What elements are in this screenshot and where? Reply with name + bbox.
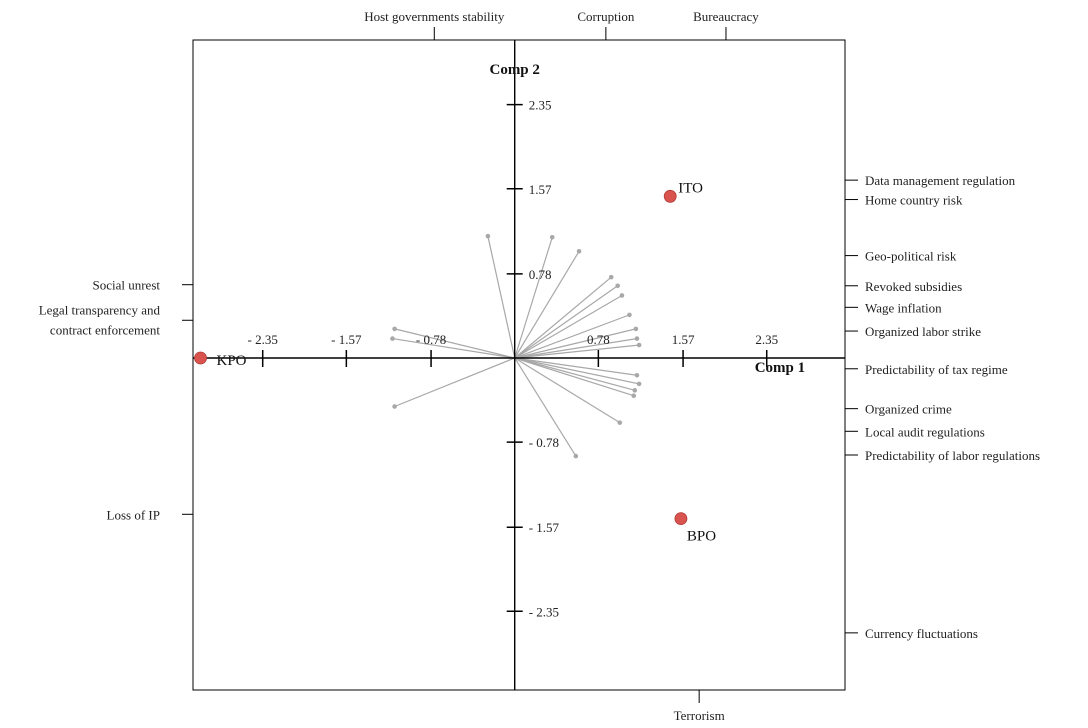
right-factor-label-0: Data management regulation: [865, 173, 1016, 188]
right-factor-label-9: Predictability of labor regulations: [865, 448, 1040, 463]
loading-vector-tip-16: [631, 393, 637, 399]
right-factor-label-1: Home country risk: [865, 193, 963, 208]
left-factor-label-1: Legal transparency and: [39, 302, 161, 317]
loading-vector-13: [514, 357, 638, 376]
bottom-factor-label-0: Terrorism: [674, 708, 725, 723]
point-label-ito: ITO: [678, 180, 703, 196]
left-factor-label-1-line2: contract enforcement: [50, 322, 160, 337]
x-tick-label-0: - 2.35: [248, 332, 278, 347]
x-axis-title: Comp 1: [755, 360, 805, 376]
loading-vector-tip-6: [627, 312, 632, 318]
loading-vector-3: [514, 276, 612, 359]
right-factor-label-6: Predictability of tax regime: [865, 362, 1008, 377]
point-kpo: [194, 351, 207, 365]
top-factor-label-1: Corruption: [577, 9, 635, 24]
y-tick-label-2: 0.78: [529, 267, 552, 282]
loading-vector-tip-18: [573, 453, 579, 459]
loading-vector-tip-4: [615, 283, 620, 289]
x-tick-label-1: - 1.57: [331, 332, 362, 347]
left-factor-label-2: Loss of IP: [107, 507, 160, 522]
loading-vector-tip-7: [633, 326, 639, 332]
y-tick-label-4: - 1.57: [529, 520, 560, 535]
loading-vector-tip-15: [632, 388, 638, 393]
plot-frame: [192, 39, 846, 691]
loading-vector-0: [487, 236, 516, 359]
loading-vector-tip-8: [634, 336, 640, 341]
loading-vector-8: [514, 337, 638, 359]
loading-vector-tip-10: [392, 326, 397, 332]
left-factor-label-0: Social unrest: [92, 278, 160, 293]
loading-vector-12: [394, 357, 515, 408]
x-tick-label-4: 1.57: [672, 332, 695, 347]
category-points: ITO KPO BPO: [194, 180, 716, 545]
point-bpo: [674, 512, 688, 526]
loading-vector-7: [514, 328, 637, 359]
loading-vectors: [390, 233, 642, 459]
y-axis-title: Comp 2: [489, 62, 539, 78]
loading-vector-2: [514, 250, 580, 359]
loading-vector-tip-3: [608, 274, 614, 280]
x-tick-label-2: - 0.78: [416, 332, 446, 347]
loading-vector-tip-2: [576, 248, 582, 254]
factor-labels: Social unrest Legal transparency and contr…: [39, 9, 1040, 723]
loading-vector-5: [514, 294, 623, 359]
point-label-kpo: KPO: [217, 353, 247, 369]
point-label-bpo: BPO: [687, 529, 716, 545]
y-tick-label-3: - 0.78: [529, 435, 559, 450]
loading-vector-tip-0: [485, 233, 491, 239]
point-ito: [663, 189, 677, 203]
loading-vector-tip-14: [636, 381, 642, 387]
loading-vector-1: [514, 237, 553, 359]
x-tick-label-5: 2.35: [755, 332, 778, 347]
loading-vector-6: [514, 314, 630, 359]
top-factor-label-0: Host governments stability: [364, 9, 505, 24]
loading-vector-14: [514, 357, 640, 385]
right-factor-label-2: Geo-political risk: [865, 249, 957, 264]
loading-vector-17: [514, 357, 621, 424]
axis-ticks: - 2.35 - 1.57 - 0.78 0.78 1.57 2.35 2.35 1.57 0.…: [248, 98, 779, 620]
axes: [193, 40, 845, 690]
loading-vector-tip-13: [634, 372, 640, 378]
loading-vector-11: [392, 337, 515, 359]
loading-vector-10: [394, 328, 515, 359]
loading-vector-15: [514, 357, 635, 391]
loading-vector-tip-9: [636, 342, 642, 348]
y-tick-label-5: - 2.35: [529, 604, 559, 619]
loading-vector-tip-12: [392, 404, 397, 409]
right-factor-label-8: Local audit regulations: [865, 424, 985, 439]
loading-vector-16: [514, 357, 634, 397]
right-factor-label-5: Organized labor strike: [865, 324, 981, 339]
right-factor-label-4: Wage inflation: [865, 300, 942, 315]
loading-vector-18: [514, 357, 577, 457]
loading-vector-tip-17: [617, 420, 623, 425]
top-factor-label-2: Bureaucracy: [693, 9, 759, 24]
loading-vector-tip-1: [549, 234, 555, 240]
right-factor-label-7: Organized crime: [865, 402, 952, 417]
loading-vector-4: [514, 285, 619, 359]
right-factor-label-3: Revoked subsidies: [865, 279, 962, 294]
loading-vector-tip-11: [390, 336, 395, 341]
y-tick-label-0: 2.35: [529, 98, 552, 113]
right-factor-label-10: Currency fluctuations: [865, 626, 978, 641]
loading-vector-tip-5: [619, 293, 625, 298]
y-tick-label-1: 1.57: [529, 182, 552, 197]
loading-vector-9: [514, 344, 640, 359]
x-tick-label-3: 0.78: [587, 332, 610, 347]
